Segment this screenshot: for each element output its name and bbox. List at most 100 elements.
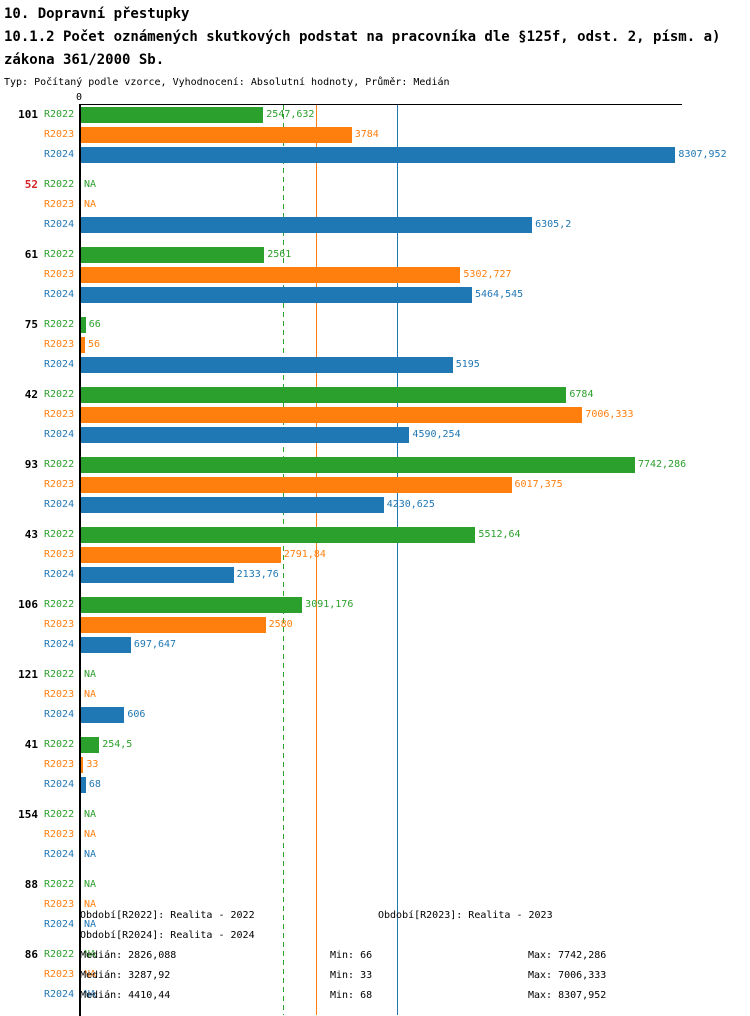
group-label: 93: [24, 458, 38, 471]
group-label: 43: [24, 528, 38, 541]
series-label-r2023: R2023: [44, 549, 75, 560]
series-label-r2023: R2023: [44, 969, 75, 980]
bar-value-na: NA: [84, 969, 97, 980]
max-2024: Max: 8307,952: [528, 990, 607, 1001]
bar-row: R2023 2791,84: [0, 545, 750, 565]
series-label-r2024: R2024: [44, 779, 75, 790]
bar-value: 7742,286: [637, 459, 687, 470]
bar: [81, 597, 303, 613]
group-spacer: [0, 165, 750, 175]
legend-entry-2023: Období[R2023]: Realita - 2023: [378, 910, 553, 921]
bar-row: R2022 6784: [0, 385, 750, 405]
bar-row: R2022 NA: [0, 875, 750, 895]
group-label: 106: [18, 598, 38, 611]
bar-row: R2023 NA: [0, 685, 750, 705]
bar-value: 2547,632: [266, 109, 315, 120]
bar-row: R2023 5302,727: [0, 265, 750, 285]
bar: [81, 777, 86, 793]
series-label-r2024: R2024: [44, 359, 75, 370]
bar-row: R2023 56: [0, 335, 750, 355]
y-axis-line: [79, 104, 81, 1016]
bar: [81, 477, 512, 493]
bar-value-na: NA: [84, 879, 97, 890]
bar-value-na: NA: [84, 689, 97, 700]
bar-value: 2133,76: [236, 569, 279, 580]
group-spacer: [0, 795, 750, 805]
min-2023: Min: 33: [330, 970, 373, 981]
group-label: 42: [24, 388, 38, 401]
bar-row: R2024 5195: [0, 355, 750, 375]
bar-group: 101 R2022 2547,632 R2023 3784 R2024 8307,952: [0, 105, 750, 165]
series-label-r2022: R2022: [44, 529, 75, 540]
group-label: 61: [24, 248, 38, 261]
series-label-r2022: R2022: [44, 249, 75, 260]
group-spacer: [0, 305, 750, 315]
bar-value: 8307,952: [678, 149, 727, 160]
bar-group: 86 R2022 NA R2023 NA R2024 NA: [0, 945, 750, 1005]
bar-group: 154 R2022 NA R2023 NA R2024 NA: [0, 805, 750, 865]
bar: [81, 147, 676, 163]
bar-value-na: NA: [84, 829, 97, 840]
group-label: 154: [18, 808, 38, 821]
bar-row: R2023 NA: [0, 895, 750, 915]
bar-row: R2022 NA: [0, 945, 750, 965]
series-label-r2022: R2022: [44, 459, 75, 470]
bar-value: 2791,84: [283, 549, 326, 560]
group-label: 75: [24, 318, 38, 331]
bar-row: R2024 606: [0, 705, 750, 725]
series-label-r2022: R2022: [44, 389, 75, 400]
bar: [81, 107, 264, 123]
series-label-r2023: R2023: [44, 619, 75, 630]
legend-entry-2024: Období[R2024]: Realita - 2024: [80, 930, 255, 941]
series-label-r2024: R2024: [44, 219, 75, 230]
x-axis-top-line: [80, 104, 683, 105]
chart-title: 10.1.2 Počet oznámených skutkových podst…: [4, 29, 721, 68]
bar: [81, 707, 125, 723]
bar-groups-container: 101 R2022 2547,632 R2023 3784 R2024 8307,952 52…: [0, 105, 750, 1015]
series-label-r2022: R2022: [44, 179, 75, 190]
series-label-r2024: R2024: [44, 499, 75, 510]
bar-row: R2023 6017,375: [0, 475, 750, 495]
group-spacer: [0, 515, 750, 525]
bar-row: R2024 2133,76: [0, 565, 750, 585]
series-label-r2022: R2022: [44, 739, 75, 750]
group-label: 121: [18, 668, 38, 681]
median-2024: Medián: 4410,44: [80, 990, 171, 1001]
bar: [81, 217, 533, 233]
group-spacer: [0, 445, 750, 455]
bar-row: R2023 33: [0, 755, 750, 775]
bar: [81, 527, 476, 543]
bar-row: R2022 NA: [0, 805, 750, 825]
bar: [81, 127, 352, 143]
bar: [81, 387, 567, 403]
bar-row: R2023 NA: [0, 965, 750, 985]
bar: [81, 547, 281, 563]
bar: [81, 267, 461, 283]
series-label-r2024: R2024: [44, 639, 75, 650]
bar-row: R2024 NA: [0, 915, 750, 935]
group-label: 101: [18, 108, 38, 121]
group-spacer: [0, 865, 750, 875]
group-spacer: [0, 585, 750, 595]
bar: [81, 617, 266, 633]
bar-row: R2024 4230,625: [0, 495, 750, 515]
legend-row-2: Období[R2024]: Realita - 2024: [0, 926, 750, 946]
bar-row: R2024 8307,952: [0, 145, 750, 165]
max-2022: Max: 7742,286: [528, 950, 607, 961]
series-label-r2022: R2022: [44, 669, 75, 680]
bar-value-na: NA: [84, 989, 97, 1000]
series-label-r2024: R2024: [44, 919, 75, 930]
series-label-r2024: R2024: [44, 429, 75, 440]
series-label-r2022: R2022: [44, 599, 75, 610]
series-label-r2023: R2023: [44, 269, 75, 280]
bar-group: 42 R2022 6784 R2023 7006,333 R2024 4590,254: [0, 385, 750, 445]
max-2023: Max: 7006,333: [528, 970, 607, 981]
bar-row: R2023 NA: [0, 195, 750, 215]
series-label-r2023: R2023: [44, 829, 75, 840]
legend-entry-2022: Období[R2022]: Realita - 2022: [80, 910, 255, 921]
median-line-r2023: [316, 105, 318, 1015]
axis-zero-label: 0: [76, 92, 83, 103]
bar: [81, 567, 234, 583]
bar-row: R2022 2547,632: [0, 105, 750, 125]
min-2022: Min: 66: [330, 950, 373, 961]
